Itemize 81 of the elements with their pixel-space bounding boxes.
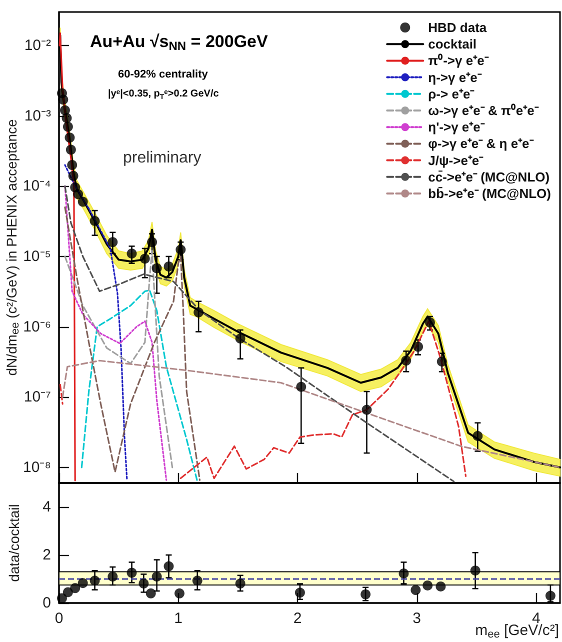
point xyxy=(64,132,75,143)
y-tick-label: 4 xyxy=(42,498,51,516)
x-tick-label: 3 xyxy=(412,610,422,627)
y-tick-label: 0 xyxy=(42,594,51,612)
point xyxy=(235,334,246,344)
y-axis-title: dN/dmee (c²/GeV) in PHENIX acceptance xyxy=(4,119,22,376)
point xyxy=(436,356,447,367)
y-tick-label: 10⁻³ xyxy=(24,107,51,124)
x-tick-label: 0 xyxy=(54,610,64,627)
y-tick-label: 10⁻⁷ xyxy=(24,388,51,406)
legend-label: J/ψ->e⁺e⁻ xyxy=(428,152,484,168)
point xyxy=(472,430,483,441)
point xyxy=(436,581,446,592)
y-tick-label: 2 xyxy=(42,546,51,564)
point xyxy=(235,578,246,589)
point xyxy=(192,576,202,586)
legend-label: bb̄->e⁺e⁻ (MC@NLO) xyxy=(428,186,552,201)
point xyxy=(424,318,435,328)
annotation: preliminary xyxy=(123,150,202,166)
point xyxy=(152,263,162,274)
point xyxy=(90,216,100,226)
point xyxy=(90,576,100,586)
point xyxy=(68,170,78,181)
line-series xyxy=(64,164,128,481)
point xyxy=(140,254,150,264)
line-series xyxy=(80,290,198,482)
point xyxy=(147,237,158,248)
legend-label: cc̄->e⁺e⁻ (MC@NLO) xyxy=(428,169,550,184)
point xyxy=(362,404,372,415)
line-series xyxy=(64,185,168,481)
legend-label: ω->γ e⁺e⁻ & π⁰e⁺e⁻ xyxy=(428,103,540,118)
point xyxy=(62,587,73,598)
line-series xyxy=(64,206,201,481)
point xyxy=(164,262,174,272)
line-series xyxy=(62,360,561,468)
point xyxy=(410,585,421,596)
point xyxy=(138,578,149,589)
y-tick-label: 10⁻⁶ xyxy=(23,318,51,336)
legend-label: φ->γ e⁺e⁻ & η e⁺e⁻ xyxy=(428,136,534,152)
point xyxy=(73,189,84,200)
point xyxy=(174,588,184,598)
annotation: 60-92% centrality xyxy=(118,68,209,80)
point xyxy=(108,572,118,582)
y-tick-label: 10⁻⁵ xyxy=(23,248,51,265)
point xyxy=(78,578,88,588)
point xyxy=(146,588,156,598)
point xyxy=(294,588,305,598)
point xyxy=(78,196,88,207)
point xyxy=(413,342,424,352)
legend-label: η->γ e⁺e⁻ xyxy=(428,70,482,85)
point xyxy=(422,580,433,590)
point xyxy=(398,568,409,578)
point xyxy=(152,572,162,582)
point xyxy=(126,248,137,259)
x-tick-label: 1 xyxy=(174,610,182,627)
y-tick-label: 10⁻⁸ xyxy=(22,458,51,476)
legend-label: HBD data xyxy=(428,20,488,35)
point xyxy=(70,583,80,594)
point xyxy=(66,144,76,155)
line-series xyxy=(64,250,174,468)
y-tick-label: 10⁻⁴ xyxy=(22,178,51,195)
point xyxy=(67,160,78,170)
y-tick-label: 10⁻² xyxy=(24,37,51,54)
point xyxy=(62,122,73,132)
point xyxy=(360,589,371,600)
point xyxy=(126,568,137,578)
y-axis-title: data/cocktail xyxy=(6,504,22,582)
point xyxy=(194,307,204,318)
point xyxy=(164,561,174,572)
point xyxy=(58,94,68,105)
point xyxy=(296,382,306,392)
point xyxy=(470,566,480,576)
point xyxy=(176,244,186,255)
point xyxy=(401,356,412,366)
x-tick-label: 2 xyxy=(293,610,302,627)
point xyxy=(62,113,72,124)
legend-label: η'->γ e⁺e⁻ xyxy=(428,120,486,135)
legend-label: cocktail xyxy=(428,36,477,52)
legend-label: ρ-> e⁺e⁻ xyxy=(428,86,476,102)
legend-label: π⁰->γ e⁺e⁻ xyxy=(428,53,490,68)
point xyxy=(108,237,118,248)
